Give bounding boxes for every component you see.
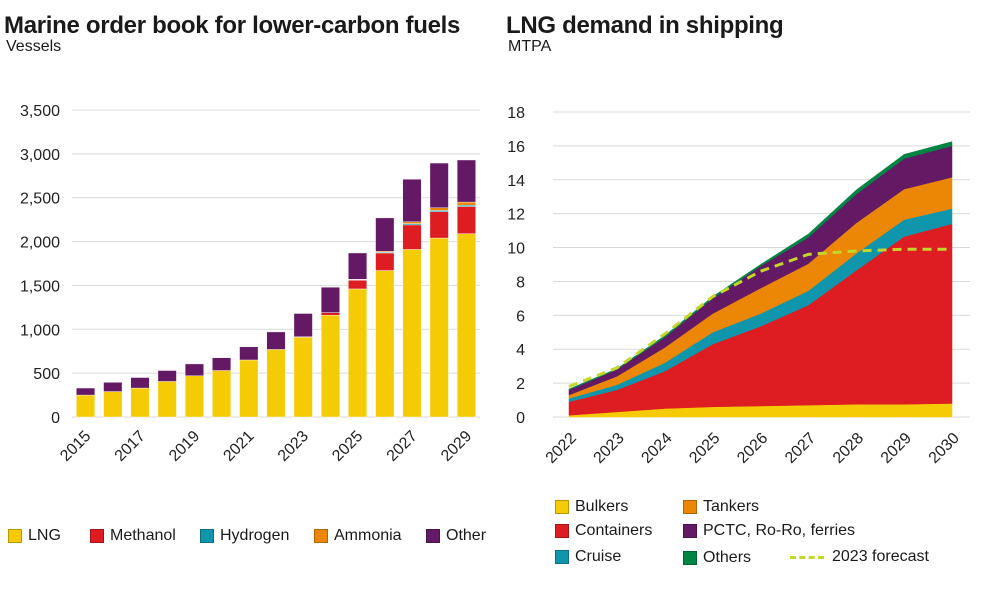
y-tick-label: 1,500 bbox=[20, 278, 60, 295]
bar-segment-other bbox=[375, 217, 395, 252]
legend2-item-pctc: PCTC, Ro-Ro, ferries bbox=[683, 522, 855, 540]
x-tick-label: 2029 bbox=[878, 430, 915, 467]
y-tick-label: 500 bbox=[33, 366, 60, 383]
legend1-swatch-ammonia bbox=[314, 529, 328, 543]
bar-segment-other bbox=[157, 370, 177, 382]
y-tick-label: 3,000 bbox=[20, 147, 60, 164]
x-tick-label: 2028 bbox=[830, 430, 867, 467]
y-tick-label: 3,500 bbox=[20, 103, 60, 120]
bar-segment-other bbox=[293, 313, 313, 337]
x-tick-label: 2023 bbox=[591, 430, 628, 467]
legend2-swatch-pctc bbox=[683, 524, 697, 538]
legend1-item-lng: LNG bbox=[8, 527, 61, 545]
legend2-swatch-tankers bbox=[683, 500, 697, 514]
legend1-item-ammonia: Ammonia bbox=[314, 527, 402, 545]
y-tick-label: 18 bbox=[507, 105, 525, 122]
legend1-label-methanol: Methanol bbox=[110, 527, 176, 544]
chart1-title: Marine order book for lower-carbon fuels bbox=[4, 12, 461, 39]
legend2-label-pctc: PCTC, Ro-Ro, ferries bbox=[703, 522, 856, 539]
y-tick-label: 6 bbox=[516, 308, 525, 325]
bar-segment-other bbox=[130, 377, 150, 389]
x-tick-label: 2030 bbox=[926, 430, 963, 467]
legend2-label-bulkers: Bulkers bbox=[575, 498, 629, 515]
bar-segment-other bbox=[348, 252, 368, 280]
legend1-label-lng: LNG bbox=[28, 527, 61, 544]
bar-segment-other bbox=[429, 162, 449, 209]
chart1-subtitle: Vessels bbox=[6, 38, 62, 55]
bar-segment-other bbox=[239, 346, 259, 361]
legend2-swatch-containers bbox=[555, 524, 569, 538]
x-tick-label: 2022 bbox=[543, 430, 580, 467]
x-tick-label: 2026 bbox=[734, 430, 771, 467]
x-tick-label: 2024 bbox=[638, 430, 675, 467]
legend2-item-others: Others bbox=[683, 549, 751, 567]
legend2-item-cruise: Cruise bbox=[555, 548, 621, 566]
y-tick-label: 0 bbox=[51, 410, 60, 427]
legend2-forecast-line-icon bbox=[790, 555, 824, 559]
legend2-item-bulkers: Bulkers bbox=[555, 498, 628, 516]
y-tick-label: 1,000 bbox=[20, 322, 60, 339]
bar-segment-other bbox=[76, 387, 96, 396]
y-tick-label: 0 bbox=[516, 410, 525, 427]
bar-segment-other bbox=[320, 286, 340, 313]
x-tick-label: 2025 bbox=[686, 430, 723, 467]
legend2-swatch-cruise bbox=[555, 550, 569, 564]
legend1-item-hydrogen: Hydrogen bbox=[200, 527, 289, 545]
legend1-item-methanol: Methanol bbox=[90, 527, 176, 545]
chart2-subtitle: MTPA bbox=[508, 38, 552, 55]
bar-segment-other bbox=[212, 357, 232, 371]
chart2-title: LNG demand in shipping bbox=[506, 12, 784, 39]
y-tick-label: 10 bbox=[507, 241, 525, 258]
x-tick-label: 2027 bbox=[782, 430, 819, 467]
bar-segment-other bbox=[402, 179, 422, 223]
legend2-item-containers: Containers bbox=[555, 522, 652, 540]
legend1-swatch-hydrogen bbox=[200, 529, 214, 543]
y-tick-label: 2 bbox=[516, 376, 525, 393]
legend2-swatch-bulkers bbox=[555, 500, 569, 514]
legend1-swatch-methanol bbox=[90, 529, 104, 543]
bar-segment-other bbox=[266, 331, 286, 350]
y-tick-label: 4 bbox=[516, 342, 525, 359]
legend2-item-forecast: 2023 forecast bbox=[790, 548, 929, 566]
legend2-label-cruise: Cruise bbox=[575, 548, 622, 565]
y-tick-label: 2,000 bbox=[20, 235, 60, 252]
y-tick-label: 8 bbox=[516, 274, 525, 291]
bar-segment-other bbox=[103, 382, 123, 392]
legend1-swatch-other bbox=[426, 529, 440, 543]
y-tick-label: 16 bbox=[507, 139, 525, 156]
legend2-swatch-others bbox=[683, 551, 697, 565]
legend2-label-others: Others bbox=[703, 549, 752, 566]
legend1-item-other: Other bbox=[426, 527, 486, 545]
legend2-label-forecast: 2023 forecast bbox=[832, 548, 929, 565]
legend1-label-hydrogen: Hydrogen bbox=[220, 527, 290, 544]
y-tick-label: 14 bbox=[507, 173, 525, 190]
legend1-label-ammonia: Ammonia bbox=[334, 527, 402, 544]
bar-segment-other bbox=[184, 363, 204, 376]
legend2-label-tankers: Tankers bbox=[703, 498, 760, 515]
legend2-item-tankers: Tankers bbox=[683, 498, 759, 516]
y-tick-label: 2,500 bbox=[20, 191, 60, 208]
legend1-label-other: Other bbox=[446, 527, 487, 544]
legend1-swatch-lng bbox=[8, 529, 22, 543]
bar-segment-other bbox=[456, 159, 476, 203]
legend2-label-containers: Containers bbox=[575, 522, 653, 539]
y-tick-label: 12 bbox=[507, 207, 525, 224]
